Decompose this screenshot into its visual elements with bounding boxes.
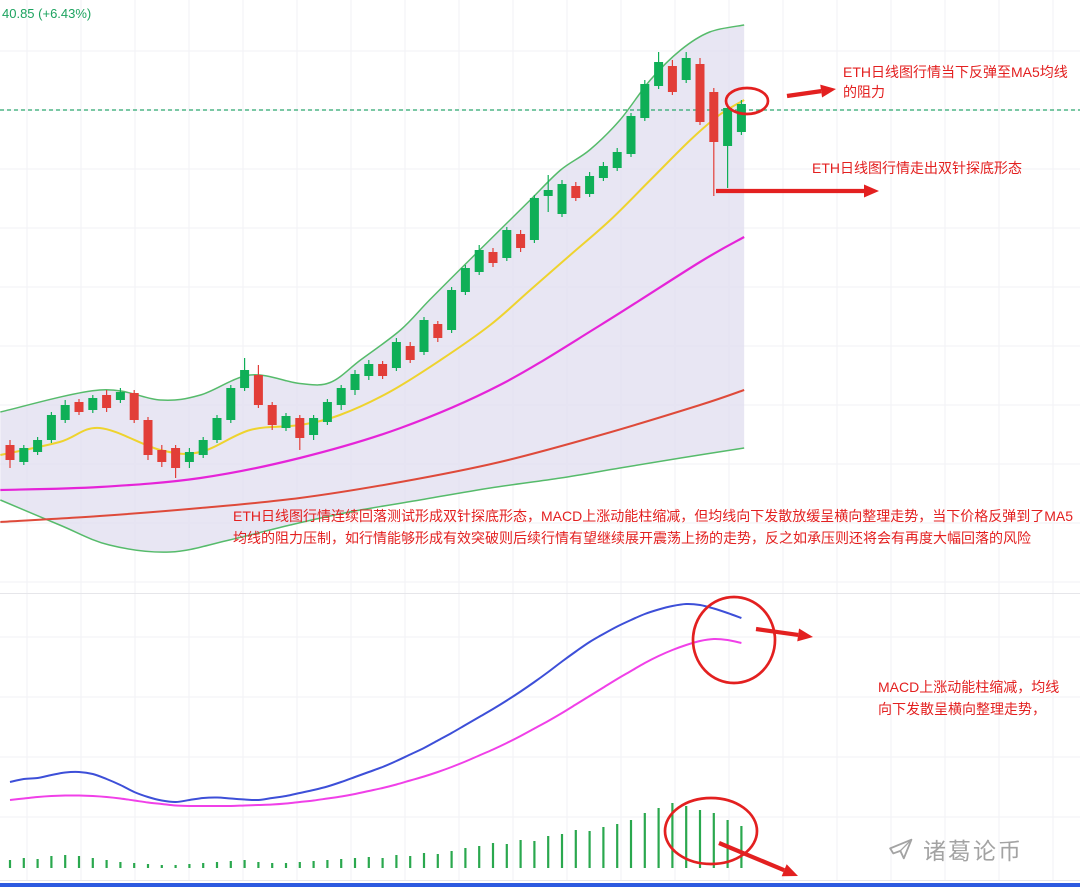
bollinger-band-fill [0, 25, 745, 553]
macd-dea-line [9, 637, 742, 808]
annotation-shapes-layer [663, 84, 879, 877]
paper-plane-icon [886, 836, 916, 862]
annotation-analysis-paragraph: ETH日线图行情连续回落测试形成双针探底形态，MACD上涨动能柱缩减，但均线向下… [233, 508, 1074, 547]
ma-medium-magenta-line [0, 236, 745, 492]
annotation-ma5-resistance: ETH日线图行情当下反弹至MA5均线的阻力 [843, 64, 1068, 101]
bottom-blue-bar [0, 883, 1080, 887]
watermark: 诸葛论币 [886, 832, 1023, 866]
macd-dif-line [9, 602, 742, 804]
annotation-double-needle-bottom: ETH日线图行情走出双针探底形态 [812, 160, 1022, 176]
macd-layer [8, 602, 743, 868]
price-change-label: 40.85 (+6.43%) [2, 6, 92, 21]
bollinger-lower-line [0, 447, 745, 553]
watermark-text: 诸葛论币 [923, 838, 1023, 864]
ma-long-red-line [0, 389, 745, 523]
candlestick-layer [5, 52, 746, 478]
annotation-macd-momentum: MACD上涨动能柱缩减，均线向下发散呈横向整理走势， [878, 679, 1060, 717]
